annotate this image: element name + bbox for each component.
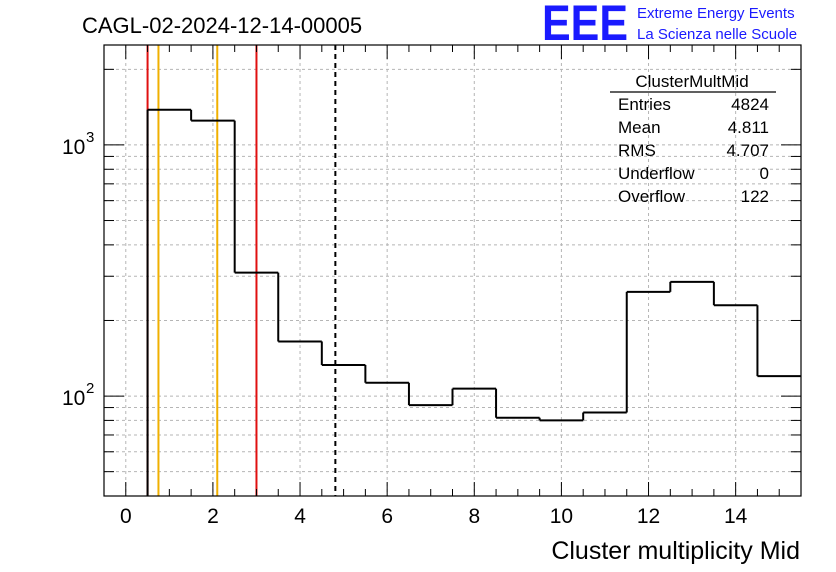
x-tick-label: 12 [637, 505, 660, 528]
y-tick-label: 10 [62, 136, 85, 159]
x-tick-label: 2 [207, 505, 219, 528]
histogram-layer [146, 108, 801, 496]
x-tick-label: 0 [120, 505, 132, 528]
stats-rows: Entries 4824 Mean 4.811 RMS 4.707 Underflow 0 Ov… [618, 95, 769, 206]
axis-ticks [103, 45, 802, 497]
y-tick-label: 10 [62, 387, 85, 410]
stats-row-label: Entries [618, 95, 671, 114]
grid-layer [104, 45, 801, 497]
logo: EEE Extreme Energy Events La Scienza nel… [542, 0, 797, 51]
plot-frame [103, 44, 802, 497]
x-tick-label: 10 [550, 505, 573, 528]
x-tick-label: 8 [468, 505, 480, 528]
chart-title: CAGL-02-2024-12-14-00005 [82, 13, 362, 38]
stats-row-label: RMS [618, 141, 656, 160]
stats-row-value: 0 [760, 164, 769, 183]
logo-line1: Extreme Energy Events [637, 5, 795, 22]
stats-row-label: Overflow [618, 187, 686, 206]
x-tick-label: 14 [724, 505, 748, 528]
x-tick-label: 4 [294, 505, 306, 528]
stats-row-value: 4.811 [728, 118, 769, 137]
x-axis-label: Cluster multiplicity Mid [551, 537, 800, 565]
stats-row-value: 122 [741, 187, 769, 206]
y-tick-exponent: 2 [86, 380, 94, 397]
logo-line2: La Scienza nelle Scuole [637, 26, 797, 43]
logo-letters: EEE [542, 0, 628, 51]
x-tick-labels: 0 2 4 6 8 10 12 14 [120, 505, 748, 528]
stats-row-label: Underflow [618, 164, 695, 183]
stats-row-value: 4824 [731, 95, 769, 114]
stats-box: ClusterMultMid Entries 4824 Mean 4.811 RMS 4.… [610, 72, 776, 206]
stats-row-value: 4.707 [726, 141, 769, 160]
stats-row-label: Mean [618, 118, 661, 137]
y-tick-exponent: 3 [86, 129, 94, 146]
stats-box-title: ClusterMultMid [635, 72, 748, 91]
marker-lines [146, 45, 337, 496]
x-tick-label: 6 [381, 505, 393, 528]
